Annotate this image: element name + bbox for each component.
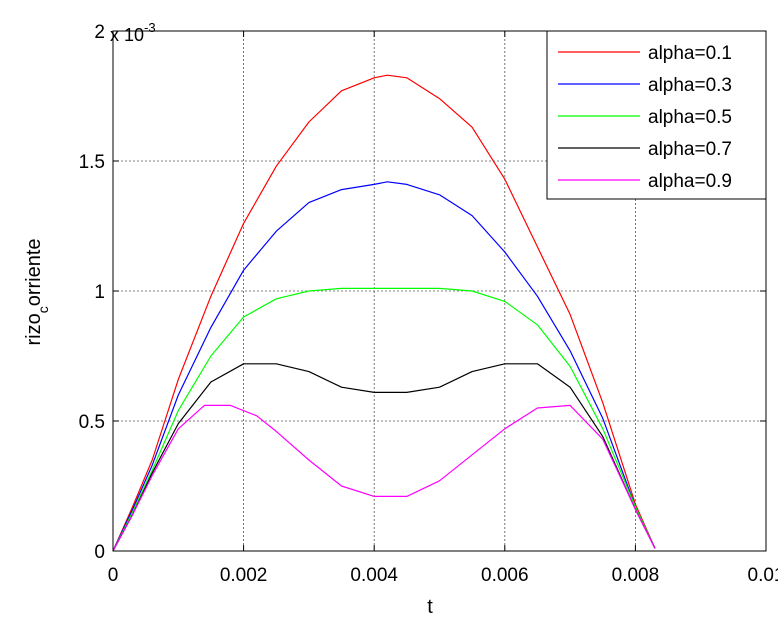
x-tick-labels: 0 0.002 0.004 0.006 0.008 0.01 [108, 565, 778, 586]
y-exponent-power: -3 [144, 20, 156, 35]
legend-label: alpha=0.5 [648, 107, 732, 128]
x-tick-label: 0.002 [220, 565, 268, 586]
x-tick-label: 0.01 [748, 565, 778, 586]
y-axis-label-sub: c [35, 306, 51, 313]
series-lines [112, 74, 656, 552]
legend-items: alpha=0.1 alpha=0.3 alpha=0.5 alpha=0.7 alph… [558, 43, 732, 192]
y-exponent-label: x 10-3 [110, 20, 156, 45]
legend-box [546, 30, 767, 200]
x-tick-label: 0.006 [481, 565, 529, 586]
y-tick-label: 0.5 [79, 412, 105, 433]
series-line-5 [112, 404, 656, 552]
y-tick-label: 0 [94, 542, 105, 563]
y-tick-label: 1.5 [79, 152, 105, 173]
y-tick-labels: 0 0.5 1 1.5 2 [79, 22, 105, 563]
y-exponent-base: x 10 [110, 25, 144, 45]
x-tick-label: 0 [108, 565, 119, 586]
series-line-3 [112, 287, 656, 552]
legend-label: alpha=0.1 [648, 43, 732, 64]
series-line-1 [112, 74, 656, 552]
legend-label: alpha=0.9 [648, 171, 732, 192]
legend: alpha=0.1 alpha=0.3 alpha=0.5 alpha=0.7 alph… [546, 30, 767, 200]
legend-label: alpha=0.7 [648, 139, 732, 160]
y-axis-label: rizocorriente [23, 238, 51, 345]
x-axis-label: t [427, 596, 433, 618]
series-line-2 [112, 181, 656, 552]
y-tick-label: 2 [94, 22, 105, 43]
legend-label: alpha=0.3 [648, 75, 732, 96]
y-axis-label-tail: orriente [23, 238, 45, 306]
x-tick-label: 0.004 [350, 565, 398, 586]
series-line-4 [112, 363, 656, 552]
x-tick-label: 0.008 [612, 565, 660, 586]
y-tick-label: 1 [94, 282, 105, 303]
y-axis-label-main: rizo [23, 313, 45, 345]
